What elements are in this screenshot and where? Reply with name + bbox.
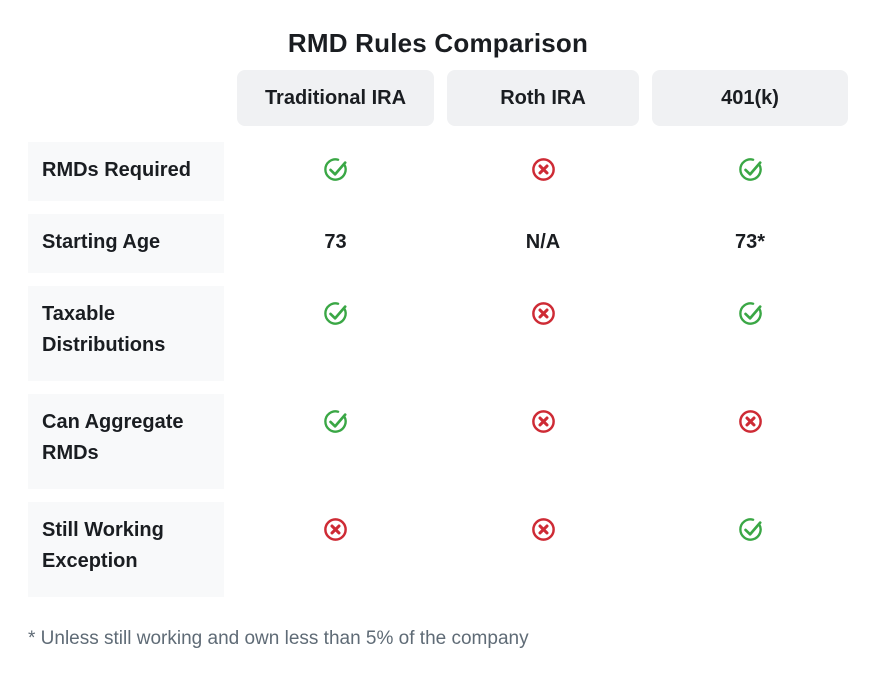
value-cell xyxy=(652,286,848,381)
check-icon xyxy=(737,300,764,327)
cross-icon xyxy=(737,408,764,435)
column-header-traditional-ira: Traditional IRA xyxy=(237,70,434,126)
check-icon xyxy=(737,156,764,183)
cross-icon xyxy=(530,516,557,543)
check-icon xyxy=(737,516,764,543)
check-icon xyxy=(322,408,349,435)
value-cell xyxy=(237,142,434,201)
page-title: RMD Rules Comparison xyxy=(287,28,589,58)
value-cell: N/A xyxy=(525,231,561,253)
value-cell: 73 xyxy=(324,231,347,253)
cross-icon xyxy=(322,516,349,543)
check-icon xyxy=(322,156,349,183)
row-label: Starting Age xyxy=(28,214,224,273)
footnote: * Unless still working and own less than… xyxy=(28,628,529,649)
table-row-still-working-exception: Still Working Exception xyxy=(28,502,848,597)
value-cell xyxy=(447,394,639,489)
column-header-401k: 401(k) xyxy=(652,70,848,126)
value-cell xyxy=(652,394,848,489)
value-cell xyxy=(447,502,639,597)
table-row-rmds-required: RMDs Required xyxy=(28,142,848,201)
row-label: Taxable Distributions xyxy=(28,286,224,381)
cross-icon xyxy=(530,300,557,327)
value-cell xyxy=(237,394,434,489)
value-cell xyxy=(447,286,639,381)
value-cell xyxy=(237,502,434,597)
value-cell xyxy=(652,142,848,201)
check-icon xyxy=(322,300,349,327)
value-cell xyxy=(237,286,434,381)
row-label: RMDs Required xyxy=(28,142,224,201)
column-header-roth-ira: Roth IRA xyxy=(447,70,639,126)
table-header-row: Traditional IRA Roth IRA 401(k) xyxy=(28,70,848,126)
value-cell: 73* xyxy=(734,231,766,253)
corner-spacer xyxy=(28,70,224,126)
cross-icon xyxy=(530,156,557,183)
cross-icon xyxy=(530,408,557,435)
table-row-starting-age: Starting Age 73 N/A 73* xyxy=(28,214,848,273)
value-cell xyxy=(652,502,848,597)
table-row-taxable-distributions: Taxable Distributions xyxy=(28,286,848,381)
row-label: Still Working Exception xyxy=(28,502,224,597)
value-cell xyxy=(447,142,639,201)
row-label: Can Aggregate RMDs xyxy=(28,394,224,489)
table-row-can-aggregate-rmds: Can Aggregate RMDs xyxy=(28,394,848,489)
